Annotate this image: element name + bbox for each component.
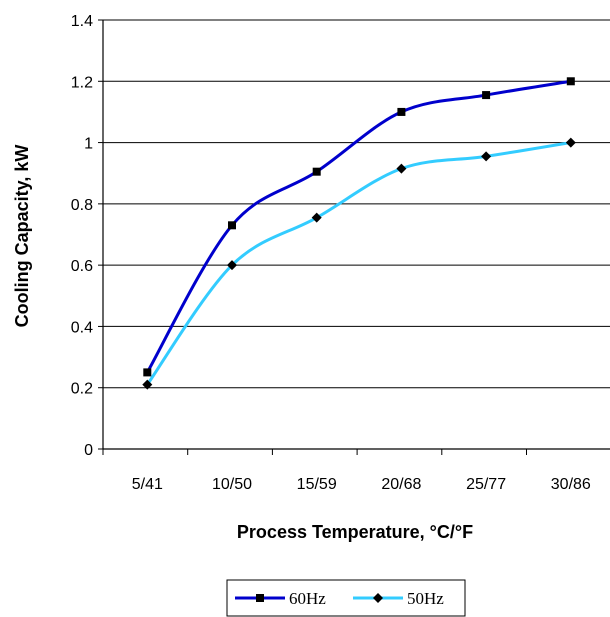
series-line-60hz	[145, 79, 572, 374]
legend: 60Hz 50Hz	[226, 579, 466, 617]
x-tick-label: 5/41	[132, 476, 163, 493]
y-tick-label: 1	[84, 136, 93, 153]
x-axis-title: Process Temperature, °C/°F	[237, 522, 473, 542]
data-point-50hz	[396, 163, 407, 174]
series-group	[142, 77, 576, 390]
data-point-50hz	[481, 151, 492, 162]
series-60hz	[143, 77, 575, 377]
y-axis-title: Cooling Capacity, kW	[12, 145, 32, 328]
data-point-50hz	[142, 379, 153, 390]
y-tick-label: 0.8	[71, 197, 93, 214]
legend-label-50hz: 50Hz	[407, 589, 444, 608]
data-point-60hz	[482, 91, 491, 100]
x-tick-label: 20/68	[381, 476, 421, 493]
legend-label-60hz: 60Hz	[289, 589, 326, 608]
data-point-50hz	[565, 137, 576, 148]
plot-area	[102, 20, 610, 450]
data-point-60hz	[566, 77, 575, 86]
x-tick-label: 10/50	[212, 476, 252, 493]
y-tick-label: 0.4	[71, 319, 93, 336]
y-tick-label: 1.2	[71, 74, 93, 91]
data-point-60hz	[143, 368, 152, 377]
gridlines	[103, 19, 610, 389]
series-line-50hz	[146, 141, 572, 386]
data-point-60hz	[397, 107, 406, 116]
data-point-60hz	[312, 167, 321, 176]
x-tick-label: 30/86	[551, 476, 591, 493]
x-tick-label: 25/77	[466, 476, 506, 493]
x-tick-label: 15/59	[297, 476, 337, 493]
x-axis-ticks: 5/41 10/50 15/59 20/68 25/77 30/86	[102, 449, 591, 493]
data-point-50hz	[227, 260, 237, 271]
data-point-60hz	[228, 221, 236, 230]
series-50hz	[142, 137, 576, 390]
legend-marker-60hz	[256, 594, 264, 602]
y-tick-label: 1.4	[71, 13, 93, 30]
y-tick-label: 0	[84, 442, 93, 459]
y-axis-ticks: 0 0.2 0.4 0.6 0.8 1 1.2 1.4	[71, 13, 103, 459]
y-tick-label: 0.2	[71, 381, 93, 398]
y-tick-label: 0.6	[71, 258, 93, 275]
legend-marker-50hz	[373, 593, 383, 603]
data-point-50hz	[311, 212, 322, 223]
